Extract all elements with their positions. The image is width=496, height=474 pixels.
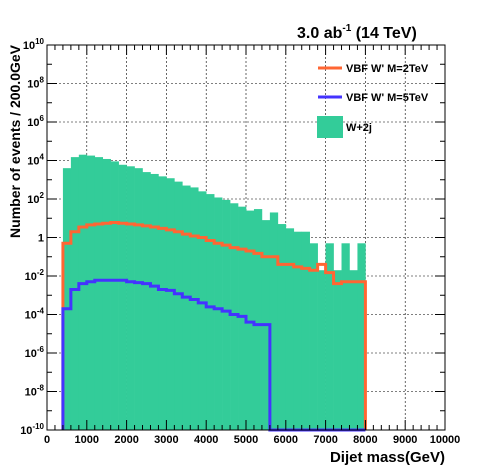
histogram-bar	[341, 243, 350, 430]
y-tick-label: 10-6	[25, 345, 45, 360]
chart-title-suffix: (14 TeV)	[351, 25, 417, 42]
histogram-bar	[230, 203, 239, 430]
histogram-bar	[70, 157, 80, 431]
histogram-bar	[158, 176, 167, 430]
histogram-bar	[317, 270, 326, 430]
histogram-bar	[301, 231, 310, 430]
chart-title-main: 3.0 ab	[297, 25, 343, 42]
histogram-bars	[62, 154, 366, 431]
x-axis-title: Dijet mass(GeV)	[330, 449, 445, 466]
y-tick-label: 106	[27, 114, 44, 129]
x-tick-label: 3000	[154, 434, 178, 446]
histogram-bar	[333, 270, 342, 430]
histogram-bar	[78, 154, 88, 430]
series-line	[61, 221, 367, 430]
x-tick-label: 5000	[234, 434, 258, 446]
histogram-bar	[198, 191, 207, 430]
chart-title: 3.0 ab-1 (14 TeV)	[297, 23, 417, 42]
y-tick-label: 104	[27, 153, 44, 168]
legend: VBF W' M=2TeV VBF W' M=5TeV W+2j	[317, 63, 429, 138]
histogram-bar	[206, 194, 215, 430]
y-tick-label: 10-8	[25, 384, 45, 399]
y-tick-label: 10-2	[25, 268, 45, 283]
histogram-bar	[285, 228, 295, 430]
histogram-bar	[142, 172, 151, 430]
axis-ticks	[46, 44, 446, 431]
legend-label: VBF W' M=2TeV	[346, 63, 429, 75]
histogram-bar	[94, 157, 104, 431]
x-tick-label: 7000	[313, 434, 337, 446]
histogram-bar	[86, 155, 96, 430]
x-tick-label: 6000	[274, 434, 298, 446]
x-tick-label: 0	[44, 434, 50, 446]
histogram-bar	[214, 197, 223, 430]
x-tick-label: 4000	[194, 434, 218, 446]
histogram-bar	[349, 270, 358, 430]
y-tick-label: 108	[27, 76, 44, 91]
histogram-bar	[269, 212, 279, 430]
histogram-bar	[309, 243, 318, 430]
legend-swatch	[317, 116, 343, 138]
histogram-bar	[62, 168, 72, 430]
histogram-bar	[182, 185, 191, 430]
histogram-bar	[222, 199, 231, 430]
histogram-bar	[150, 173, 159, 430]
histogram-bar	[190, 187, 199, 430]
histogram-bar	[166, 178, 175, 430]
x-tick-label: 1000	[75, 434, 99, 446]
x-tick-label: 9000	[393, 434, 417, 446]
x-tick-labels: 0 1000 2000 3000 4000 5000 6000 7000 8000 9000 100…	[44, 434, 460, 446]
histogram-bar	[246, 210, 255, 430]
chart-title-superscript: -1	[342, 23, 351, 34]
legend-label: VBF W' M=5TeV	[346, 92, 429, 104]
y-tick-label: 10-4	[25, 307, 45, 322]
y-tick-label: 10-10	[20, 422, 44, 437]
y-tick-label: 1	[38, 233, 44, 245]
histogram-bar	[253, 209, 263, 430]
y-tick-labels: 10-10 10-8 10-6 10-4 10-2 1 102 104 106 108 1010	[20, 37, 44, 437]
histogram-bar	[134, 168, 143, 430]
x-tick-label: 2000	[114, 434, 138, 446]
histogram-bar	[357, 243, 366, 430]
histogram-bar	[126, 166, 135, 430]
legend-label: W+2j	[346, 122, 372, 134]
histogram-bar	[110, 161, 119, 430]
histogram-bar	[293, 231, 303, 430]
histogram-bar	[118, 164, 127, 431]
histogram-bar	[174, 181, 183, 430]
histogram-bar	[277, 224, 287, 430]
histogram-bar	[102, 158, 111, 430]
histogram-bar	[238, 206, 247, 430]
y-tick-label: 102	[27, 191, 44, 206]
x-tick-label: 10000	[430, 434, 461, 446]
y-tick-label: 1010	[23, 37, 45, 52]
y-axis-title: Number of events / 200.0GeV	[7, 44, 23, 238]
histogram-bar	[325, 243, 334, 430]
x-tick-label: 8000	[353, 434, 377, 446]
